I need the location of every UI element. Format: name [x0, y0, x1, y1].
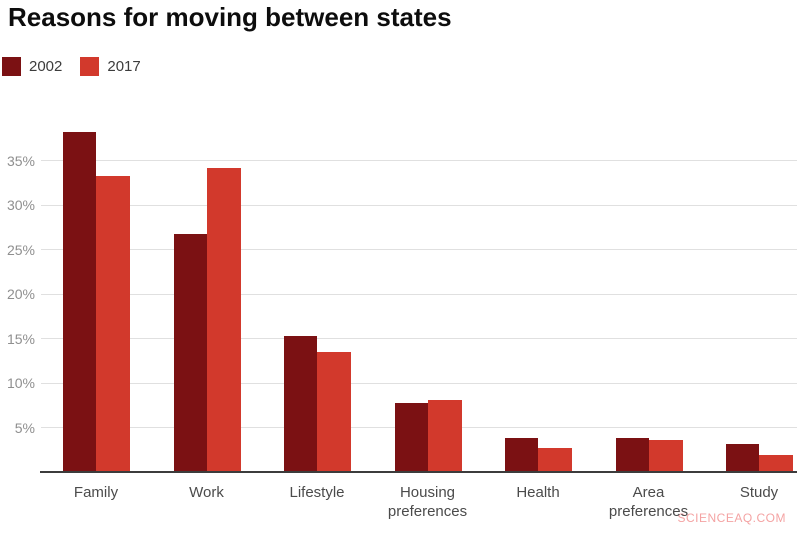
ytick-label-20: 20% [6, 286, 35, 302]
x-axis-line [40, 471, 797, 473]
bar-2017-lifestyle [317, 352, 351, 472]
xtick-label-lifestyle: Lifestyle [289, 484, 345, 501]
bar-2017-health [538, 448, 572, 472]
bar-2017-work [206, 168, 241, 472]
xtick-label-family: Family [73, 484, 119, 501]
gridline-20 [41, 293, 797, 295]
xtick-label-study: Study [739, 484, 779, 501]
bar-2017-area-preferences [648, 440, 683, 472]
ytick-label-5: 5% [14, 419, 35, 436]
legend-swatch-2002 [2, 57, 21, 76]
legend-item-2002: 2002 [2, 57, 62, 76]
chart-title: Reasons for moving between states [8, 2, 452, 32]
legend-label-2017: 2017 [107, 58, 141, 75]
bar-2002-work [173, 234, 207, 472]
gridline-15 [41, 338, 797, 339]
xtick-label-housing-preferences: Housing preferences [387, 484, 468, 520]
xtick-label-health: Health [516, 484, 560, 501]
bar-2002-health [505, 438, 538, 472]
bar-2017-study [759, 455, 793, 472]
ytick-label-25: 25% [6, 241, 35, 258]
ytick-label-10: 10% [6, 375, 35, 391]
gridline-10 [41, 382, 797, 384]
watermark-text: SCIENCEAQ.COM [677, 511, 786, 525]
bar-2002-lifestyle [284, 336, 317, 472]
bar-2002-area-preferences [615, 438, 649, 472]
xtick-label-work: Work [189, 484, 224, 501]
chart-legend: 2002 2017 [2, 57, 159, 76]
ytick-label-15: 15% [6, 330, 35, 347]
ytick-label-35: 35% [6, 152, 35, 169]
gridline-25 [41, 249, 797, 250]
legend-item-2017: 2017 [80, 57, 141, 76]
bar-2017-family [96, 176, 130, 472]
gridline-35 [41, 160, 797, 161]
ytick-label-30: 30% [6, 197, 35, 213]
xtick-label-area-preferences: Area preferences [608, 484, 689, 520]
gridline-30 [41, 204, 797, 206]
bar-2002-family [63, 132, 96, 472]
legend-swatch-2017 [80, 57, 100, 76]
bar-2002-housing-preferences [394, 403, 428, 472]
bar-2017-housing-preferences [427, 400, 462, 472]
legend-label-2002: 2002 [29, 58, 63, 75]
bar-2002-study [726, 444, 759, 472]
